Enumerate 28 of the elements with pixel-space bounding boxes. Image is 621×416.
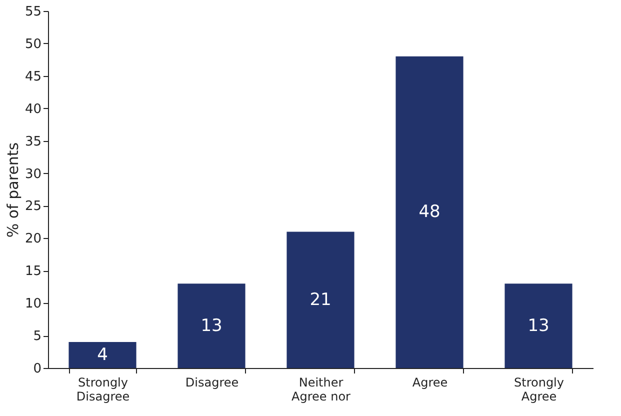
- y-tick-label: 25: [24, 199, 42, 214]
- y-axis-title: % of parents: [4, 142, 22, 238]
- bar: [68, 342, 136, 368]
- x-tick-label: Strongly Disagree: [76, 376, 130, 404]
- y-tick-label: 5: [33, 329, 42, 344]
- data-label: 13: [528, 316, 550, 336]
- bar: [396, 56, 464, 368]
- x-tick-label: Agree: [412, 376, 448, 390]
- y-tick-label: 35: [24, 134, 42, 150]
- y-tick-label: 0: [33, 362, 42, 376]
- y-tick-label: 50: [24, 36, 42, 52]
- bar: [178, 284, 246, 368]
- data-label: 48: [418, 202, 440, 222]
- y-tick-label: 15: [24, 264, 42, 280]
- x-tick-label: Strongly Agree: [514, 376, 564, 404]
- y-tick-label: 20: [24, 232, 42, 247]
- bar: [286, 232, 354, 368]
- data-label: 4: [97, 345, 108, 366]
- data-label: 21: [310, 290, 332, 310]
- bar: [504, 284, 572, 368]
- y-tick-label: 55: [24, 4, 42, 20]
- x-tick-label: Disagree: [185, 376, 239, 390]
- y-tick-label: 10: [24, 296, 42, 312]
- y-tick-label: 40: [24, 102, 42, 117]
- data-label: 13: [200, 316, 222, 336]
- y-tick-label: 30: [24, 166, 42, 182]
- x-tick-label: Neither Agree nor: [292, 376, 351, 404]
- y-tick-label: 45: [24, 69, 42, 84]
